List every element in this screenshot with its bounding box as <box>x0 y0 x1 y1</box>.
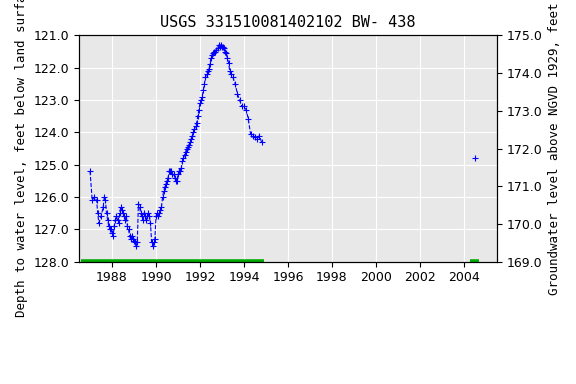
Y-axis label: Groundwater level above NGVD 1929, feet: Groundwater level above NGVD 1929, feet <box>548 2 561 295</box>
Legend:  <box>283 309 293 319</box>
Y-axis label: Depth to water level, feet below land surface: Depth to water level, feet below land su… <box>15 0 28 317</box>
Title: USGS 331510081402102 BW- 438: USGS 331510081402102 BW- 438 <box>160 15 416 30</box>
